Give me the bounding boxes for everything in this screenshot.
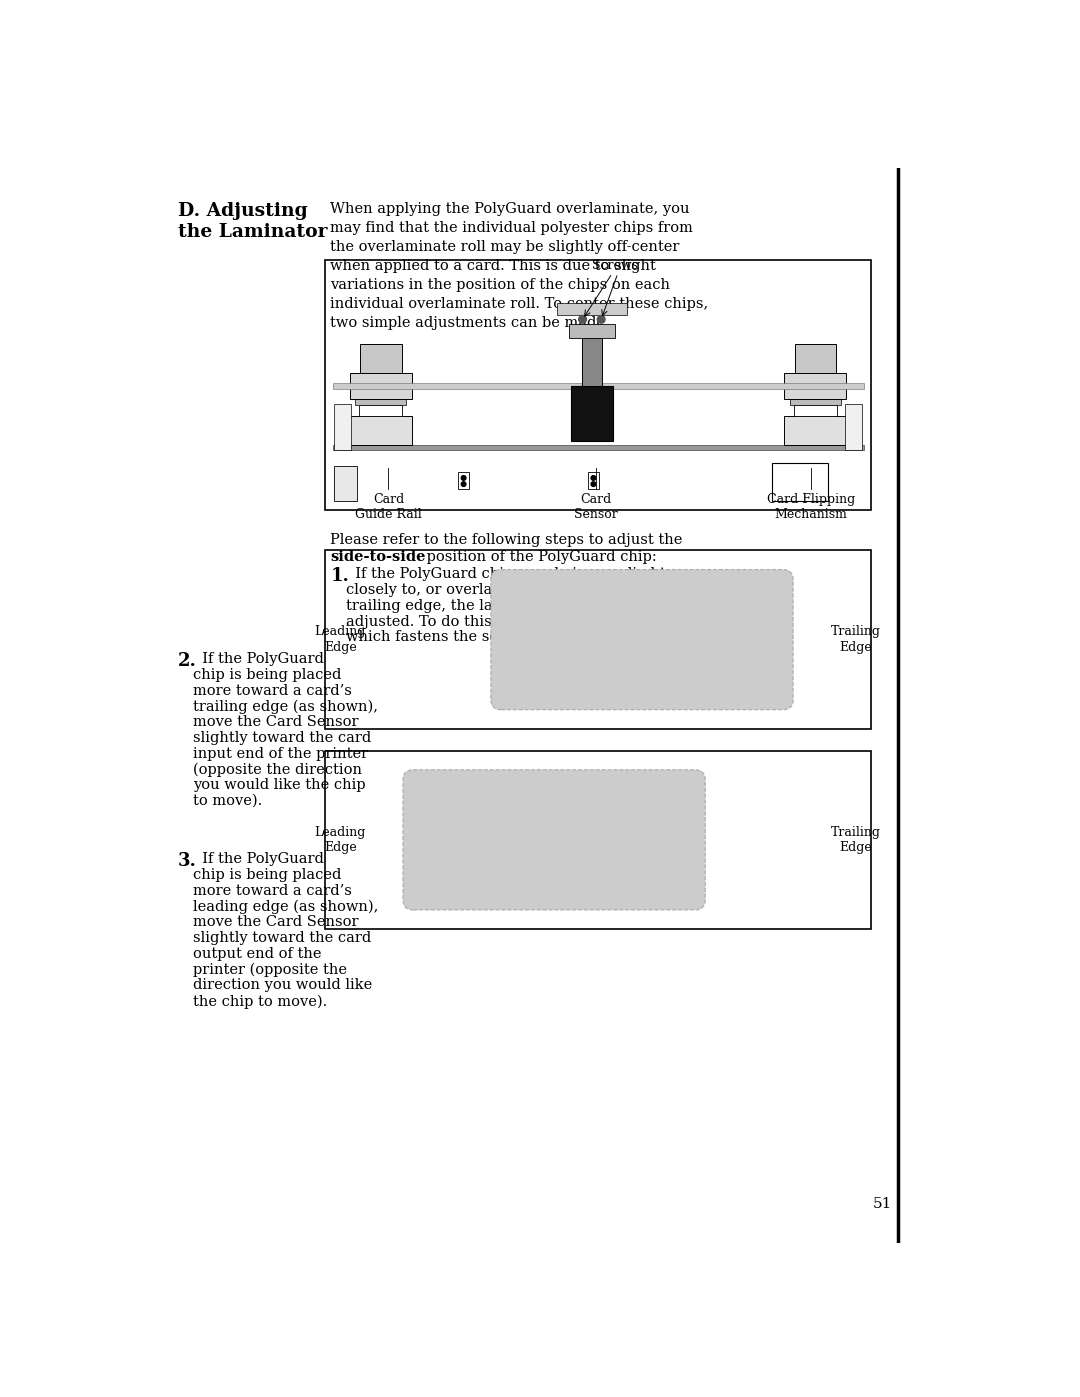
Text: If the PolyGuard: If the PolyGuard xyxy=(193,852,324,866)
Text: leading edge (as shown),: leading edge (as shown), xyxy=(193,900,378,914)
Bar xyxy=(334,404,351,450)
Text: When applying the PolyGuard overlaminate, you
may find that the individual polye: When applying the PolyGuard overlaminate… xyxy=(330,203,708,330)
Text: slightly toward the card: slightly toward the card xyxy=(193,731,372,745)
Text: Card Flipping
Mechanism: Card Flipping Mechanism xyxy=(767,493,855,521)
Bar xyxy=(794,405,837,415)
Bar xyxy=(350,415,411,444)
Bar xyxy=(325,750,872,929)
FancyBboxPatch shape xyxy=(403,770,705,909)
Bar xyxy=(772,462,828,502)
Text: Screws: Screws xyxy=(592,258,638,271)
Text: 1.: 1. xyxy=(330,567,349,585)
Text: D. Adjusting
the Laminator: D. Adjusting the Laminator xyxy=(177,203,327,242)
Text: more toward a card’s: more toward a card’s xyxy=(193,683,352,697)
Circle shape xyxy=(591,475,596,481)
Bar xyxy=(355,400,406,405)
Text: side-to-side: side-to-side xyxy=(330,550,426,564)
Bar xyxy=(784,373,847,400)
Text: Trailing
Edge: Trailing Edge xyxy=(831,826,881,854)
Text: Leading
Edge: Leading Edge xyxy=(314,626,366,654)
Bar xyxy=(588,472,598,489)
Bar xyxy=(582,338,602,386)
Text: output end of the: output end of the xyxy=(193,947,322,961)
Circle shape xyxy=(579,316,586,323)
Bar xyxy=(325,550,872,729)
Bar xyxy=(784,415,847,444)
Text: the single screw: the single screw xyxy=(584,615,711,629)
Text: Please refer to the following steps to adjust the: Please refer to the following steps to a… xyxy=(330,534,683,548)
Text: direction you would like: direction you would like xyxy=(193,978,373,992)
Text: (opposite the direction: (opposite the direction xyxy=(193,763,362,777)
FancyBboxPatch shape xyxy=(491,570,793,710)
Bar xyxy=(334,467,357,502)
Circle shape xyxy=(461,482,465,486)
Text: trailing edge (as shown),: trailing edge (as shown), xyxy=(193,700,378,714)
Text: more toward a card’s: more toward a card’s xyxy=(193,884,352,898)
Text: you would like the chip: you would like the chip xyxy=(193,778,366,792)
Bar xyxy=(571,386,612,441)
Text: to move).: to move). xyxy=(193,793,262,807)
Text: chip is being placed: chip is being placed xyxy=(193,668,341,682)
Text: move the Card Sensor: move the Card Sensor xyxy=(193,715,359,729)
Bar xyxy=(568,324,616,338)
Circle shape xyxy=(597,316,605,323)
Bar xyxy=(795,344,836,373)
Text: which fastens the sensor to the Card Guide Rail.: which fastens the sensor to the Card Gui… xyxy=(346,630,707,644)
Bar xyxy=(557,303,626,314)
Bar xyxy=(789,400,841,405)
Circle shape xyxy=(461,475,465,481)
Text: If the PolyGuard chips are being applied too: If the PolyGuard chips are being applied… xyxy=(346,567,684,581)
Bar xyxy=(325,260,872,510)
Text: trailing edge, the laminator’s Card Sensor should be: trailing edge, the laminator’s Card Sens… xyxy=(346,599,738,613)
Text: 3.: 3. xyxy=(177,852,197,870)
Text: Card
Guide Rail: Card Guide Rail xyxy=(355,493,422,521)
Circle shape xyxy=(591,482,596,486)
Text: the chip to move).: the chip to move). xyxy=(193,995,327,1009)
Text: adjusted. To do this, simply: adjusted. To do this, simply xyxy=(346,615,554,629)
Bar xyxy=(350,373,411,400)
Text: closely to, or overlapping, a card’s leading or: closely to, or overlapping, a card’s lea… xyxy=(346,583,683,597)
Text: 51: 51 xyxy=(873,1197,892,1211)
Text: Leading
Edge: Leading Edge xyxy=(314,826,366,854)
Text: input end of the printer: input end of the printer xyxy=(193,746,368,761)
Text: move the Card Sensor: move the Card Sensor xyxy=(193,915,359,929)
Text: slightly toward the card: slightly toward the card xyxy=(193,930,372,946)
Bar xyxy=(333,444,864,450)
Bar xyxy=(360,344,402,373)
Text: chip is being placed: chip is being placed xyxy=(193,868,341,882)
Text: printer (opposite the: printer (opposite the xyxy=(193,963,347,977)
Text: Card
Sensor: Card Sensor xyxy=(573,493,618,521)
Text: If the PolyGuard: If the PolyGuard xyxy=(193,652,324,666)
Text: Trailing
Edge: Trailing Edge xyxy=(831,626,881,654)
Bar xyxy=(333,383,864,390)
Bar xyxy=(845,404,862,450)
Text: 2.: 2. xyxy=(177,652,197,671)
Text: loosen: loosen xyxy=(540,615,588,629)
Text: position of the PolyGuard chip:: position of the PolyGuard chip: xyxy=(422,550,657,564)
Bar xyxy=(458,472,469,489)
Bar xyxy=(359,405,403,415)
